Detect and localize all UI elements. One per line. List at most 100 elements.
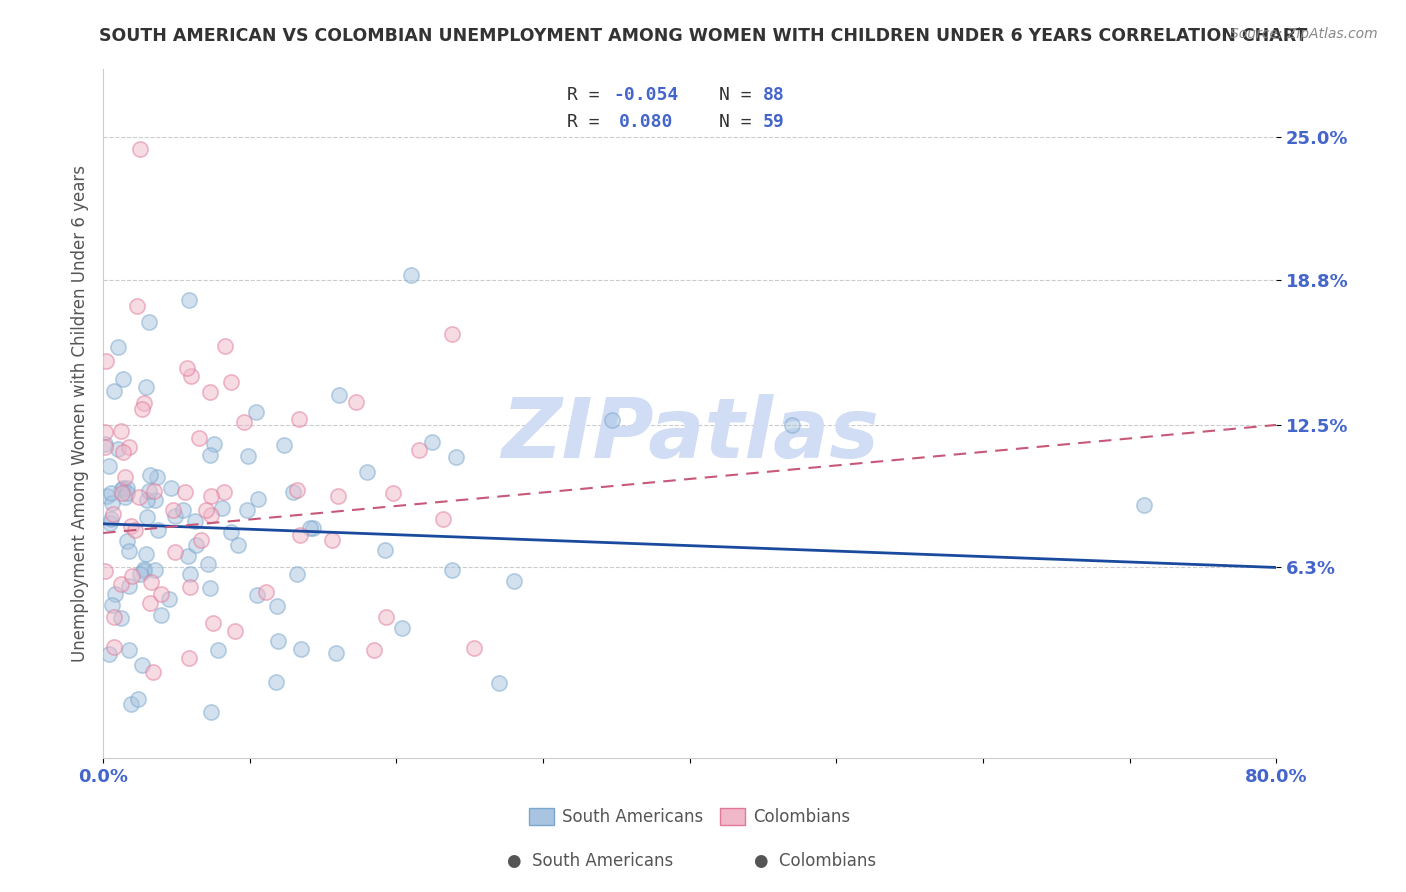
Point	[93, 564, 115, 578]
Point	[115, 486, 138, 500]
Point	[254, 585, 277, 599]
Point	[180, 368, 202, 383]
Point	[131, 402, 153, 417]
Point	[236, 503, 259, 517]
Point	[159, 592, 181, 607]
Text: N =: N =	[718, 86, 762, 103]
Point	[128, 490, 150, 504]
Point	[219, 376, 242, 390]
Point	[381, 485, 404, 500]
Point	[200, 581, 222, 595]
Point	[149, 608, 172, 623]
Point	[162, 503, 184, 517]
Point	[135, 547, 157, 561]
Point	[100, 512, 122, 526]
Point	[1133, 499, 1156, 513]
Legend: South Americans, Colombians: South Americans, Colombians	[522, 801, 858, 833]
Point	[214, 338, 236, 352]
Point	[138, 315, 160, 329]
Point	[207, 643, 229, 657]
Point	[245, 588, 267, 602]
Text: R =: R =	[567, 86, 610, 103]
Point	[267, 634, 290, 648]
Y-axis label: Unemployment Among Women with Children Under 6 years: Unemployment Among Women with Children U…	[72, 165, 89, 662]
Point	[172, 503, 194, 517]
Point	[363, 643, 385, 657]
Point	[127, 691, 149, 706]
Point	[301, 521, 323, 535]
Point	[115, 534, 138, 549]
Point	[202, 437, 225, 451]
Point	[145, 469, 167, 483]
Point	[132, 565, 155, 579]
Point	[176, 361, 198, 376]
Point	[112, 481, 135, 495]
Point	[273, 438, 295, 452]
Point	[325, 646, 347, 660]
Text: ●  South Americans: ● South Americans	[508, 852, 673, 870]
Point	[118, 440, 141, 454]
Point	[143, 492, 166, 507]
Point	[266, 599, 288, 613]
Point	[93, 437, 115, 451]
Point	[120, 519, 142, 533]
Point	[115, 481, 138, 495]
Point	[112, 372, 135, 386]
Point	[211, 500, 233, 515]
Point	[264, 674, 287, 689]
Point	[446, 450, 468, 464]
Point	[107, 442, 129, 456]
Point	[190, 533, 212, 547]
Point	[187, 431, 209, 445]
Point	[121, 569, 143, 583]
Point	[374, 542, 396, 557]
Point	[179, 650, 201, 665]
Point	[173, 485, 195, 500]
Point	[110, 611, 132, 625]
Point	[184, 538, 207, 552]
Point	[179, 293, 201, 307]
Point	[97, 647, 120, 661]
Point	[328, 388, 350, 402]
Point	[132, 562, 155, 576]
Point	[200, 489, 222, 503]
Point	[104, 587, 127, 601]
Point	[198, 384, 221, 399]
Point	[194, 503, 217, 517]
Point	[139, 468, 162, 483]
Point	[103, 640, 125, 654]
Point	[148, 524, 170, 538]
Point	[135, 380, 157, 394]
Point	[200, 508, 222, 522]
Point	[420, 434, 443, 449]
Point	[198, 449, 221, 463]
Point	[118, 579, 141, 593]
Point	[503, 574, 526, 589]
Point	[285, 483, 308, 497]
Point	[101, 496, 124, 510]
Point	[212, 484, 235, 499]
Point	[143, 563, 166, 577]
Point	[463, 641, 485, 656]
Point	[184, 514, 207, 528]
Point	[139, 575, 162, 590]
Text: -0.054: -0.054	[613, 86, 679, 103]
Point	[600, 413, 623, 427]
Point	[163, 509, 186, 524]
Point	[432, 511, 454, 525]
Point	[233, 415, 256, 429]
Point	[118, 544, 141, 558]
Point	[285, 567, 308, 582]
Point	[160, 481, 183, 495]
Point	[114, 470, 136, 484]
Text: ●  Colombians: ● Colombians	[755, 852, 876, 870]
Point	[129, 567, 152, 582]
Point	[112, 444, 135, 458]
Point	[103, 610, 125, 624]
Point	[326, 489, 349, 503]
Point	[283, 484, 305, 499]
Text: 88: 88	[762, 86, 785, 103]
Text: SOUTH AMERICAN VS COLOMBIAN UNEMPLOYMENT AMONG WOMEN WITH CHILDREN UNDER 6 YEARS: SOUTH AMERICAN VS COLOMBIAN UNEMPLOYMENT…	[98, 27, 1308, 45]
Point	[111, 486, 134, 500]
Point	[142, 665, 165, 680]
